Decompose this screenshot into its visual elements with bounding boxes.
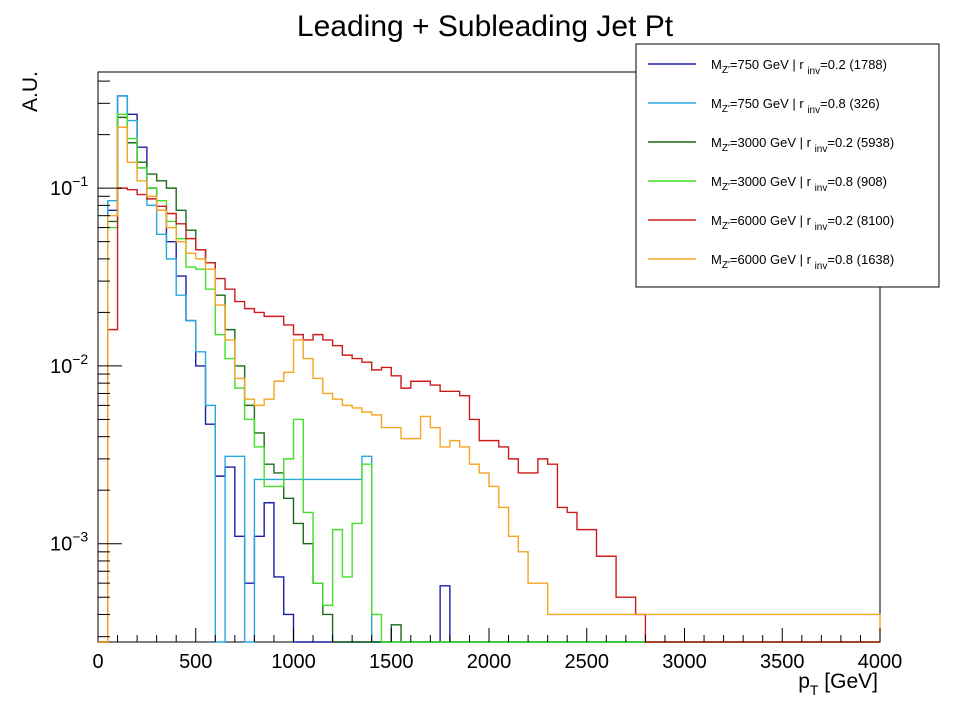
x-tick-label: 1500 xyxy=(369,651,414,673)
x-tick-label: 4000 xyxy=(858,651,903,673)
legend-label: MZ'=750 GeV | r inv=0.2 (1788) xyxy=(711,57,887,77)
x-tick-label: 2500 xyxy=(565,651,610,673)
legend-label: MZ'=750 GeV | r inv=0.8 (326) xyxy=(711,96,880,116)
chart-title: Leading + Subleading Jet Pt xyxy=(297,10,674,43)
legend-label: MZ'=3000 GeV | r inv=0.8 (908) xyxy=(711,174,887,194)
y-axis-label: A.U. xyxy=(19,71,42,112)
x-axis-ticks: 0 500 1000 1500 2000 2500 3000 3500 4000 xyxy=(92,628,902,673)
y-tick-label: 10−2 xyxy=(50,351,88,378)
legend-label: MZ'=3000 GeV | r inv=0.2 (5938) xyxy=(711,135,894,155)
x-tick-label: 1000 xyxy=(271,651,316,673)
y-tick-label: 10−3 xyxy=(50,529,88,556)
x-tick-label: 2000 xyxy=(467,651,512,673)
legend-label: MZ'=6000 GeV | r inv=0.8 (1638) xyxy=(711,252,894,272)
series-4-line xyxy=(98,187,880,643)
y-tick-label: 10−1 xyxy=(50,173,88,200)
x-tick-label: 0 xyxy=(92,651,103,673)
legend-box xyxy=(635,43,940,288)
x-tick-label: 3500 xyxy=(760,651,805,673)
legend-label: MZ'=6000 GeV | r inv=0.2 (8100) xyxy=(711,213,894,233)
legend-items: MZ'=750 GeV | r inv=0.2 (1788) MZ'=750 Ge… xyxy=(648,57,894,272)
x-tick-label: 3000 xyxy=(662,651,707,673)
x-axis-label: pT [GeV] xyxy=(798,670,878,698)
series-5-line xyxy=(98,126,881,643)
legend: MZ'=750 GeV | r inv=0.2 (1788) MZ'=750 Ge… xyxy=(635,43,940,288)
x-tick-label: 500 xyxy=(179,651,212,673)
plot-area: 0 500 1000 1500 2000 2500 3000 3500 4000 10−110−… xyxy=(50,71,902,673)
y-axis-ticks: 10−1 10−2 10−3 xyxy=(50,80,122,638)
